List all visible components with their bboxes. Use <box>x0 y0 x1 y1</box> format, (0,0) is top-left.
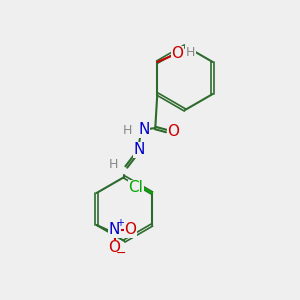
Text: O: O <box>171 46 183 62</box>
Text: +: + <box>116 218 124 228</box>
Text: N: N <box>138 122 150 137</box>
Text: O: O <box>167 124 179 139</box>
Text: N: N <box>109 223 120 238</box>
Text: O: O <box>124 223 136 238</box>
Text: −: − <box>115 247 126 260</box>
Text: H: H <box>109 158 118 170</box>
Text: H: H <box>123 124 132 136</box>
Text: Cl: Cl <box>129 181 143 196</box>
Text: N: N <box>134 142 145 158</box>
Text: O: O <box>109 241 121 256</box>
Text: H: H <box>186 46 195 59</box>
